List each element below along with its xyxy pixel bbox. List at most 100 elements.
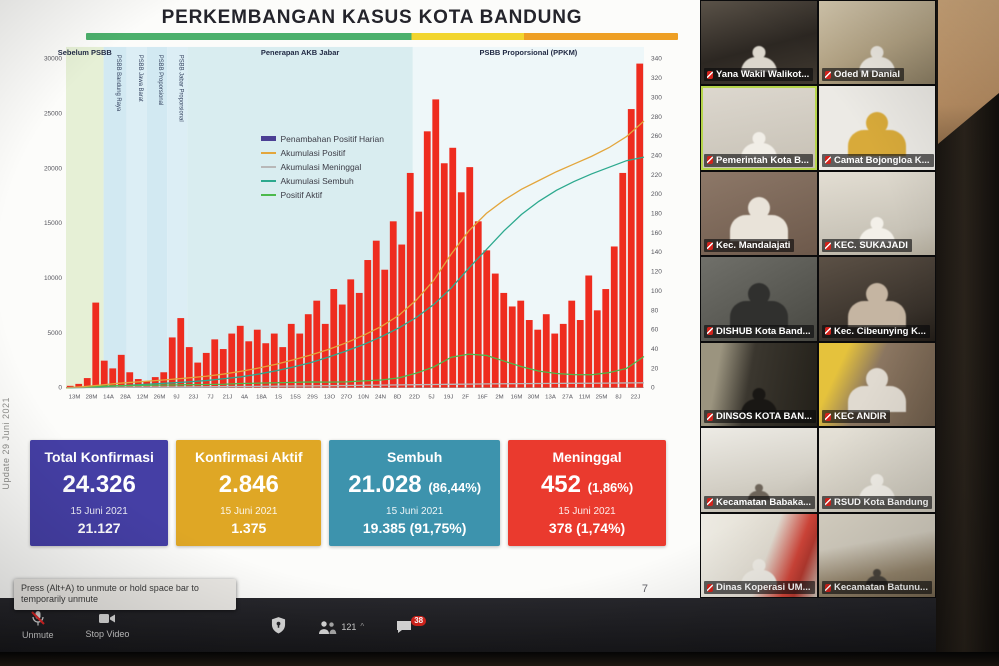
right-axis-tick: 160	[651, 230, 662, 237]
daily-cases-bar	[287, 323, 295, 388]
participant-name-tag: Kecamatan Batunu...	[822, 581, 932, 594]
x-axis-tick: 27O	[341, 395, 353, 401]
participant-tile-dinas-koperasi-umkm[interactable]: Dinas Koperasi UM...	[701, 513, 817, 597]
x-axis-tick: 13A	[545, 395, 556, 401]
card-date: 15 Juni 2021	[386, 506, 444, 517]
daily-cases-bar	[627, 109, 635, 388]
participant-tile-kec-cibeunying[interactable]: Kec. Cibeunying K...	[819, 257, 935, 341]
chat-button[interactable]: 38	[396, 616, 431, 634]
video-feed	[819, 257, 935, 340]
video-feed	[819, 343, 935, 426]
total-konfirmasi-card: Total Konfirmasi 24.326 15 Juni 2021 21.…	[30, 440, 169, 546]
x-axis-tick: 26M	[154, 395, 166, 401]
card-title: Konfirmasi Aktif	[194, 449, 303, 465]
daily-cases-bar	[636, 63, 644, 388]
stop-video-button[interactable]: Stop Video	[86, 611, 129, 639]
mic-muted-icon	[707, 327, 713, 336]
right-axis-tick: 20	[651, 365, 659, 372]
daily-cases-bar	[568, 300, 576, 388]
daily-cases-bar	[372, 240, 380, 388]
card-secondary-value: 378 (1,74%)	[548, 520, 626, 536]
x-axis-tick: 7J	[207, 395, 213, 401]
participant-name: Kecamatan Batunu...	[834, 582, 928, 593]
x-axis-tick: 2F	[462, 395, 469, 401]
stat-cards-row: Total Konfirmasi 24.326 15 Juni 2021 21.…	[30, 440, 667, 546]
x-axis-tick: 1S	[275, 395, 282, 401]
left-axis-tick: 5000	[48, 330, 63, 337]
participant-tile-kec-andir[interactable]: KEC ANDIR	[819, 342, 935, 427]
right-axis-tick: 100	[651, 288, 662, 295]
unmute-button[interactable]: Unmute	[22, 610, 54, 640]
participants-button[interactable]: 121 ^	[318, 620, 364, 635]
daily-cases-bar	[398, 244, 406, 388]
daily-cases-bar	[423, 131, 431, 388]
mic-muted-icon	[825, 412, 831, 421]
daily-cases-bar	[109, 368, 117, 388]
participant-tile-rsud-kota-bandung[interactable]: RSUD Kota Bandung	[819, 428, 935, 512]
security-button[interactable]	[271, 616, 286, 634]
participant-tile-yana-wakil-walikota[interactable]: Yana Wakil Walikot...	[701, 1, 817, 85]
participant-tile-pemerintah-kota-bandung[interactable]: Pemerintah Kota B...	[701, 86, 817, 170]
phase-band-label: PSBB Jabar Proporsional	[177, 55, 183, 122]
x-axis-tick: 16M	[511, 395, 523, 401]
participant-tile-dishub-kota-bandung[interactable]: DISHUB Kota Band...	[701, 257, 817, 341]
card-date: 15 Juni 2021	[220, 506, 278, 517]
x-axis-tick: 8J	[615, 395, 621, 401]
mic-muted-icon	[825, 583, 831, 592]
daily-cases-bar	[406, 172, 414, 388]
legend-item: Akumulasi Meninggal	[260, 161, 384, 172]
chat-unread-badge: 38	[411, 616, 427, 626]
daily-cases-bar	[92, 302, 100, 388]
unmute-tooltip: Press (Alt+A) to unmute or hold space ba…	[14, 578, 236, 610]
shared-slide: PERKEMBANGAN KASUS KOTA BANDUNG Update 2…	[0, 0, 700, 598]
daily-cases-bar	[585, 275, 593, 388]
participant-name-tag: Kec. Mandalajati	[704, 239, 795, 253]
participant-tile-kecamatan-babakan[interactable]: Kecamatan Babaka...	[701, 428, 817, 512]
x-axis-tick: 8D	[394, 395, 402, 401]
phase-band	[103, 46, 127, 388]
video-feed	[819, 86, 935, 169]
phase-band	[167, 46, 188, 388]
participant-tile-kec-sukajadi[interactable]: KEC. SUKAJADI	[819, 171, 935, 256]
participant-tile-kec-mandalajati[interactable]: Kec. Mandalajati	[701, 171, 817, 256]
daily-cases-bar	[321, 323, 329, 388]
legend-label: Positif Aktif	[280, 189, 323, 200]
participant-name: DINSOS KOTA BAN...	[716, 411, 813, 423]
chevron-up-icon: ^	[360, 621, 365, 631]
camera-icon	[99, 614, 116, 623]
series-line	[65, 156, 645, 389]
mic-muted-icon	[825, 156, 831, 165]
card-title: Total Konfirmasi	[44, 449, 154, 465]
daily-cases-bar	[347, 279, 355, 388]
participant-name-tag: Camat Bojongloa K...	[822, 153, 934, 167]
right-axis-tick: 260	[651, 133, 662, 140]
mic-muted-icon	[707, 70, 713, 79]
daily-cases-bar	[483, 250, 491, 388]
daily-cases-bar	[619, 172, 627, 388]
participant-name-tag: KEC ANDIR	[822, 410, 891, 424]
daily-cases-bar	[542, 314, 550, 388]
daily-cases-bar	[440, 163, 448, 388]
legend-label: Akumulasi Meninggal	[280, 161, 362, 172]
legend-item: Akumulasi Sembuh	[260, 176, 384, 186]
participant-name: Kecamatan Babaka...	[716, 496, 812, 508]
participant-tile-kecamatan-batununggal[interactable]: Kecamatan Batunu...	[819, 513, 935, 597]
participant-name: DISHUB Kota Band...	[716, 325, 811, 337]
right-axis-tick: 200	[651, 191, 662, 198]
participant-tile-oded-m-danial[interactable]: Oded M Danial	[819, 1, 935, 85]
x-axis-tick: 28A	[120, 395, 131, 401]
daily-cases-bar	[364, 260, 372, 388]
card-value: 24.326	[62, 471, 136, 498]
participant-tile-camat-bojongloa[interactable]: Camat Bojongloa K...	[819, 86, 935, 170]
daily-cases-bar	[202, 352, 210, 388]
daily-cases-bar	[313, 300, 321, 388]
participants-count: 121	[341, 621, 357, 632]
daily-cases-bar	[194, 362, 202, 388]
x-axis-tick: 30M	[528, 395, 540, 401]
cases-chart: Sebelum PSBB PSBB Bandung Raya PSBB Jawa B…	[26, 43, 696, 437]
participant-tile-dinsos-kota-bandung[interactable]: DINSOS KOTA BAN...	[701, 342, 817, 427]
left-axis-tick: 10000	[44, 275, 62, 282]
participant-name: Kec. Mandalajati	[716, 240, 791, 252]
card-value: 452 (1,86%)	[540, 471, 634, 498]
unmute-label: Unmute	[22, 630, 54, 640]
